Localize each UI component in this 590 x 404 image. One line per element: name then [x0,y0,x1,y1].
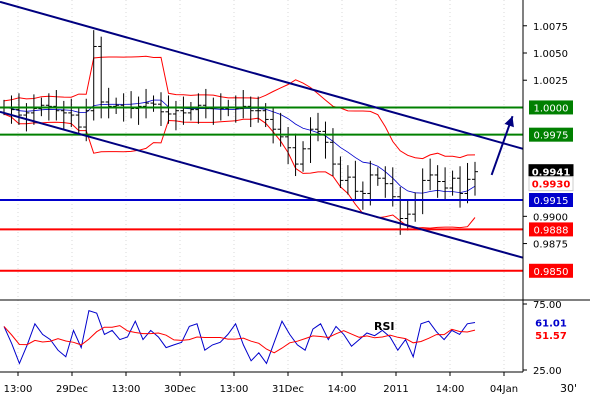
level-label-box [529,263,573,278]
rsi-signal-line [3,325,476,354]
rsi-badge-text: 51.57 [535,331,567,342]
time-tick-label: 31Dec [272,384,304,395]
price-axis: 1.0000 0.9975 0.9915 0.9888 0.9850 1.0075 1.00… [523,22,574,278]
rsi-label: RSI [374,320,395,333]
level-label-text: 1.0000 [534,103,569,114]
price-badge: 0.9941 [528,164,574,180]
time-tick-label: 14:00 [328,384,357,395]
rsi-badge-box [529,328,573,341]
rsi-badge-box [529,316,573,329]
time-tick-label: 30Dec [164,384,196,395]
time-tick-label: 2011 [383,384,408,395]
moving-average [3,99,476,194]
price-badge: 0.9930 [528,176,574,192]
rsi-badge-text: 61.01 [535,318,567,329]
price-badge-text: 0.9941 [532,168,571,179]
level-label-box [529,222,573,237]
rsi-line [3,309,476,365]
time-tick-label: 13:00 [4,384,33,395]
rsi-badge: 61.01 [529,316,573,329]
projection-arrow-head [504,116,514,128]
channel-line [0,110,524,259]
rsi-tick-label: 75.00 [533,300,562,311]
price-tick-label: 1.0025 [533,76,568,87]
level-label-text: 0.9888 [534,225,569,236]
time-tick-label: 04Jan [490,384,518,395]
rsi-tick-label: 25.00 [533,366,562,377]
timeframe-label: 30' [560,382,577,395]
price-badge-box [528,176,574,192]
price-panel [0,0,524,372]
bollinger-upper [3,55,476,160]
bollinger-lower [3,113,476,229]
time-tick-label: 13:00 [112,384,141,395]
time-tick-label: 13:00 [220,384,249,395]
price-tick-label: 1.0075 [533,22,568,33]
time-axis: 13:00 29Dec 13:00 30Dec 13:00 31Dec 14:00 2011 1… [4,372,518,395]
level-label-box [529,193,573,207]
level-label-text: 0.9915 [534,196,569,207]
level-label: 0.9915 [529,193,573,207]
level-label: 0.9975 [529,127,573,142]
channel-line [0,0,524,150]
level-label: 0.9888 [529,222,573,237]
level-label-box [529,127,573,142]
rsi-badge: 51.57 [529,328,573,342]
price-tick-label: 0.9900 [533,212,568,223]
level-label: 1.0000 [529,100,573,115]
time-tick-label: 14:00 [436,384,465,395]
level-label: 0.9850 [529,263,573,278]
rsi-panel: 75.00 25.00 61.01 51.57 [3,300,573,377]
price-tick-label: 1.0050 [533,49,568,60]
projection-arrow [490,115,514,176]
level-label-text: 0.9975 [534,131,569,142]
price-badge-text: 0.9930 [532,180,571,191]
level-label-text: 0.9850 [534,267,569,278]
price-tick-label: 0.9875 [533,240,568,251]
level-label-box [529,100,573,115]
time-tick-label: 29Dec [56,384,88,395]
